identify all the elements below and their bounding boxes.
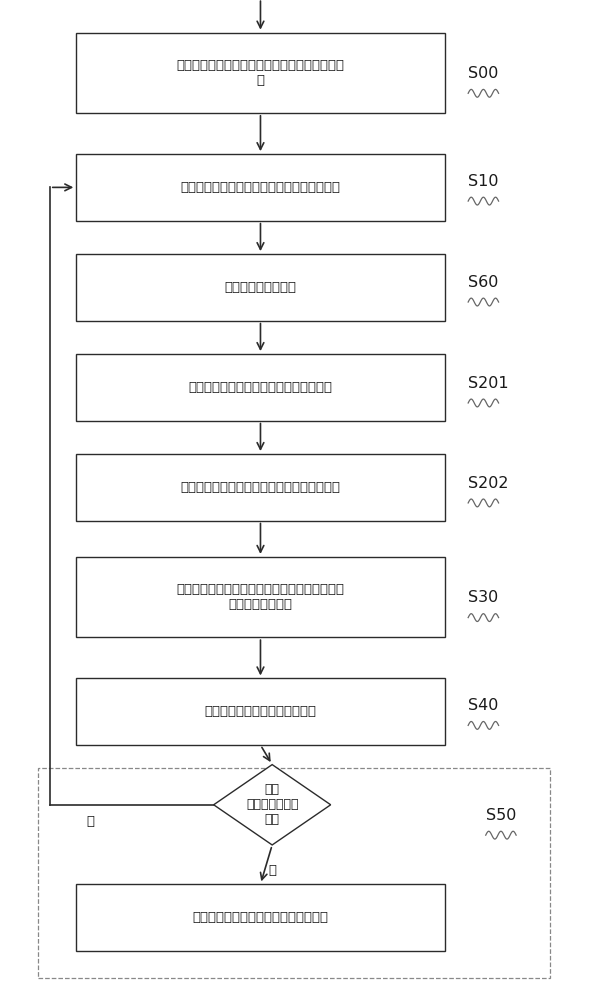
FancyBboxPatch shape <box>76 557 445 637</box>
Text: 否: 否 <box>87 815 95 828</box>
Text: 根据预设的规则库判别录波波形数据，以确定测
量回路的异常类型: 根据预设的规则库判别录波波形数据，以确定测 量回路的异常类型 <box>177 583 344 611</box>
Text: S10: S10 <box>468 174 498 189</box>
Text: 对采样异步的离散数字波形进行时间同步处理: 对采样异步的离散数字波形进行时间同步处理 <box>180 481 340 494</box>
FancyBboxPatch shape <box>76 254 445 321</box>
FancyBboxPatch shape <box>76 33 445 113</box>
Polygon shape <box>214 765 331 845</box>
Text: 根据历史异常数据设置异常判定专家系统的规则
库: 根据历史异常数据设置异常判定专家系统的规则 库 <box>177 59 344 87</box>
FancyBboxPatch shape <box>76 354 445 421</box>
Text: S30: S30 <box>468 590 498 605</box>
Text: S201: S201 <box>468 376 509 391</box>
FancyBboxPatch shape <box>76 454 445 521</box>
Text: S00: S00 <box>468 66 498 81</box>
Text: 根据所确定的异常类型进行报警: 根据所确定的异常类型进行报警 <box>204 705 316 718</box>
Text: S50: S50 <box>486 808 516 823</box>
Text: S40: S40 <box>468 698 498 713</box>
Text: 是否
出现新的异常类
型？: 是否 出现新的异常类 型？ <box>246 783 298 826</box>
Text: 对录波文件进行解析: 对录波文件进行解析 <box>224 281 297 294</box>
Text: 调取区外故障发生时测量回路的多源录波文件: 调取区外故障发生时测量回路的多源录波文件 <box>180 181 340 194</box>
Text: 补充新的判定规则至规则库中进行完善: 补充新的判定规则至规则库中进行完善 <box>192 911 328 924</box>
Text: S202: S202 <box>468 476 509 490</box>
FancyBboxPatch shape <box>76 678 445 745</box>
Text: S60: S60 <box>468 275 498 290</box>
FancyBboxPatch shape <box>76 154 445 221</box>
Text: 是: 是 <box>268 864 276 877</box>
FancyBboxPatch shape <box>76 884 445 951</box>
Text: 对相同测量回路的录波波形进行名称关联: 对相同测量回路的录波波形进行名称关联 <box>189 381 333 394</box>
